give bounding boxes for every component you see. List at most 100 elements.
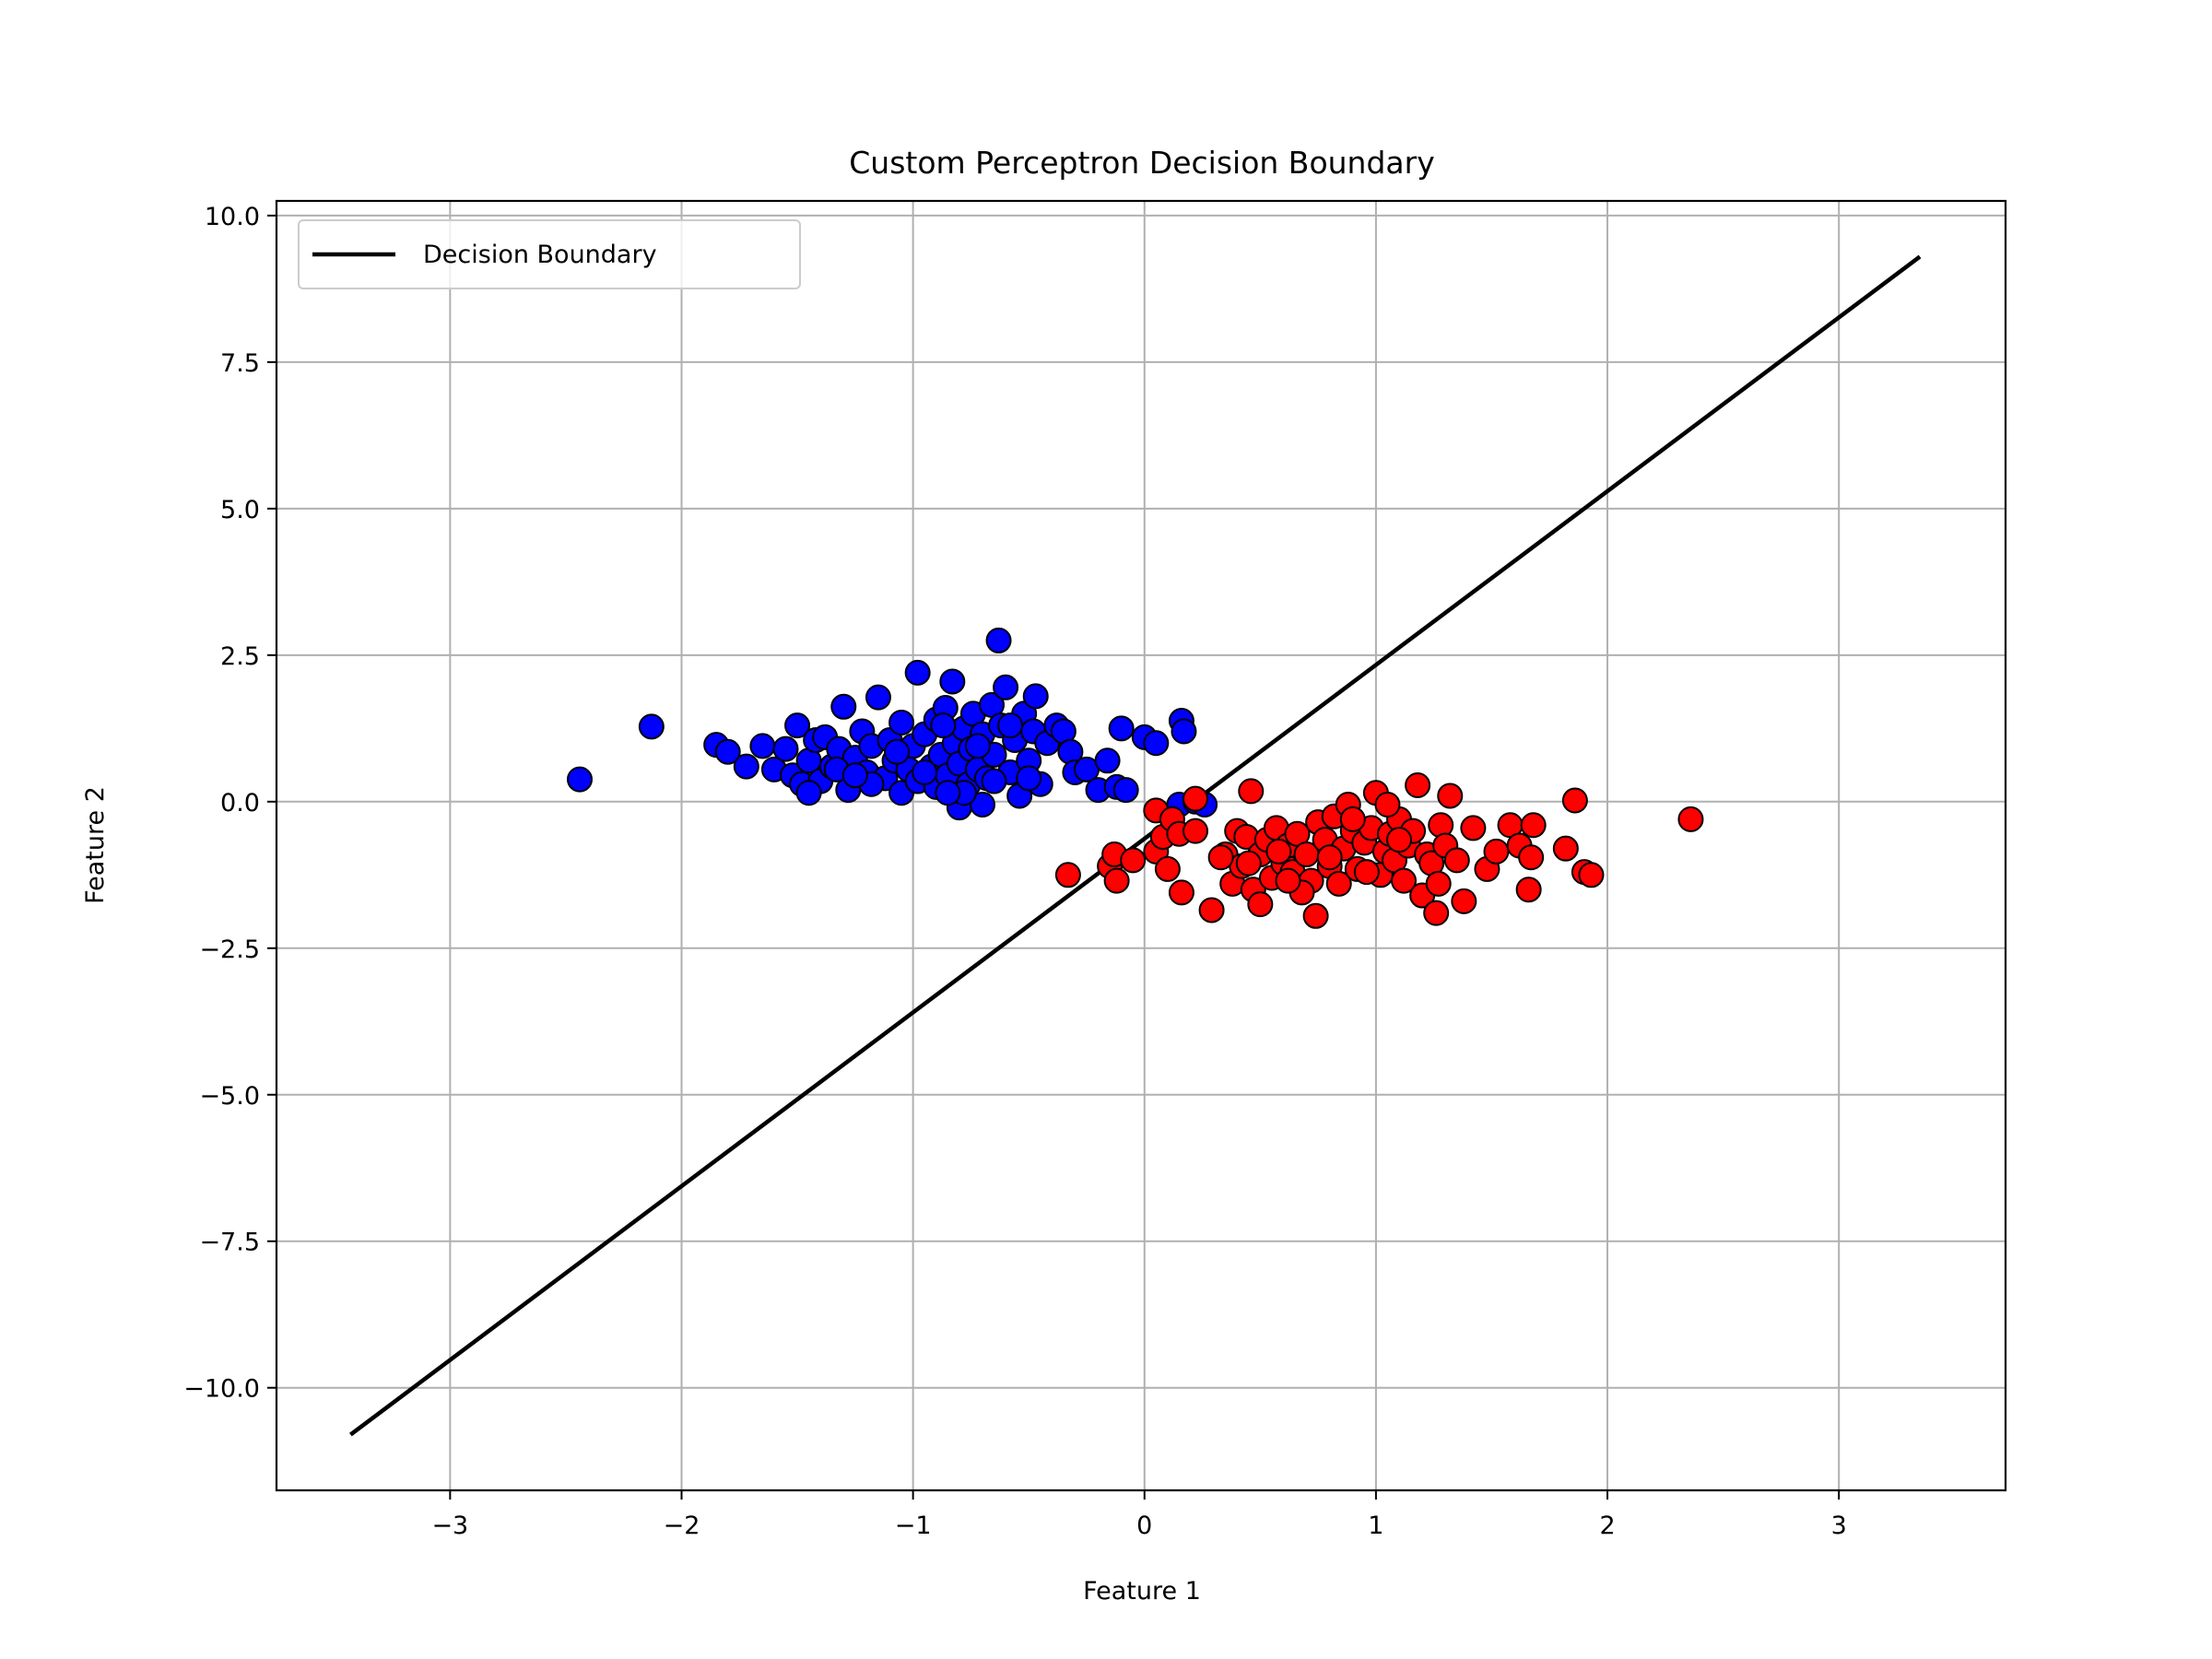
scatter-point xyxy=(638,713,665,740)
y-tick-label: 5.0 xyxy=(220,496,260,524)
scatter-point xyxy=(1168,879,1194,906)
scatter-point xyxy=(993,674,1019,700)
scatter-point xyxy=(1578,862,1605,888)
scatter-point xyxy=(1235,850,1262,877)
y-tick-label: −5.0 xyxy=(199,1082,260,1111)
scatter-point xyxy=(566,766,593,793)
scatter-point xyxy=(997,712,1024,739)
x-axis-ticks: −3 −2 −1 0 1 2 3 xyxy=(431,1490,1847,1540)
scatter-point xyxy=(904,659,931,686)
decision-boundary-line-layer xyxy=(349,254,1922,1437)
scatter-point xyxy=(1198,897,1225,924)
scatter-point xyxy=(1143,730,1170,757)
y-axis-label: Feature 2 xyxy=(81,786,110,904)
scatter-point xyxy=(1265,838,1292,865)
scatter-point xyxy=(1325,870,1352,897)
scatter-point xyxy=(888,709,915,735)
scatter-point xyxy=(1182,818,1209,844)
scatter-point xyxy=(749,733,776,759)
scatter-point xyxy=(1437,782,1464,809)
scatter-point xyxy=(884,738,911,765)
scatter-point xyxy=(939,668,966,695)
scatter-point xyxy=(1405,772,1431,799)
chart-title: Custom Perceptron Decision Boundary xyxy=(849,145,1434,181)
scatter-point xyxy=(784,712,811,739)
legend: Decision Boundary xyxy=(298,219,801,289)
scatter-point xyxy=(1016,765,1042,792)
y-tick-label: −7.5 xyxy=(199,1229,260,1257)
scatter-point xyxy=(1353,859,1380,886)
scatter-point xyxy=(1108,715,1135,742)
scatter-point xyxy=(1425,870,1452,897)
x-tick-label: 1 xyxy=(1368,1512,1383,1540)
y-tick-label: −10.0 xyxy=(183,1375,260,1404)
scatter-point xyxy=(733,753,759,780)
x-tick-label: 2 xyxy=(1599,1512,1615,1540)
scatter-point xyxy=(1339,806,1366,832)
scatter-point xyxy=(985,627,1012,653)
scatter-point xyxy=(795,780,822,806)
y-tick-label: −2.5 xyxy=(199,935,260,964)
scatter-point xyxy=(1443,847,1470,874)
scatter-point xyxy=(1302,902,1329,929)
scatter-point xyxy=(1374,791,1401,818)
x-tick-label: 0 xyxy=(1136,1512,1152,1540)
scatter-point xyxy=(1120,847,1147,874)
legend-box xyxy=(298,219,801,289)
scatter-point xyxy=(1391,867,1418,894)
scatter-point xyxy=(930,712,957,739)
x-tick-label: −1 xyxy=(895,1512,932,1540)
scatter-point xyxy=(714,738,741,765)
decision-boundary-line xyxy=(349,254,1922,1437)
x-tick-label: 3 xyxy=(1831,1512,1847,1540)
y-tick-label: 7.5 xyxy=(220,349,260,378)
y-axis-ticks: −10.0 −7.5 −5.0 −2.5 0.0 2.5 5.0 7.5 10.0 xyxy=(183,203,276,1404)
y-tick-label: 10.0 xyxy=(205,203,260,231)
scatter-point xyxy=(1552,835,1579,862)
scatter-point xyxy=(1316,844,1343,871)
scatter-series-2 xyxy=(1054,772,1704,929)
scatter-point xyxy=(1423,900,1450,926)
y-tick-label: 2.5 xyxy=(220,642,260,671)
scatter-point xyxy=(1112,777,1139,804)
scatter-point xyxy=(1483,838,1510,865)
scatter-point xyxy=(865,684,891,711)
scatter-point xyxy=(1094,747,1121,774)
x-axis-label: Feature 1 xyxy=(1083,1577,1201,1606)
scatter-points xyxy=(566,627,1704,929)
scatter-point xyxy=(1103,867,1130,894)
scatter-point xyxy=(1386,827,1413,853)
scatter-point xyxy=(1515,877,1542,903)
scatter-point xyxy=(1054,862,1081,888)
scatter-point xyxy=(1207,844,1234,871)
scatter-point xyxy=(1171,718,1197,745)
scatter-point xyxy=(830,693,857,720)
grid xyxy=(276,201,2006,1490)
y-tick-label: 0.0 xyxy=(220,789,260,818)
axes-frame xyxy=(275,199,2007,1492)
scatter-point xyxy=(1247,891,1274,918)
scatter-point xyxy=(912,759,938,786)
scatter-point xyxy=(1275,867,1301,894)
scatter-point xyxy=(1154,855,1181,882)
scatter-point xyxy=(841,762,868,789)
x-tick-label: −2 xyxy=(664,1512,700,1540)
scatter-point xyxy=(1022,683,1049,710)
scatter-point xyxy=(981,768,1007,794)
scatter-point xyxy=(964,733,991,759)
scatter-point xyxy=(1238,778,1265,805)
scatter-series-1 xyxy=(566,627,1218,821)
scatter-point xyxy=(1520,812,1547,839)
scatter-point xyxy=(969,791,995,818)
scatter-point xyxy=(1677,806,1704,832)
scatter-point xyxy=(1451,888,1477,914)
x-tick-label: −3 xyxy=(431,1512,468,1540)
scatter-point xyxy=(1561,787,1588,814)
scatter-point xyxy=(1460,815,1487,841)
scatter-point xyxy=(935,780,961,806)
scatter-point xyxy=(1182,785,1209,812)
legend-label: Decision Boundary xyxy=(423,241,657,269)
scatter-point xyxy=(1518,844,1545,871)
scatter-point xyxy=(772,735,799,762)
